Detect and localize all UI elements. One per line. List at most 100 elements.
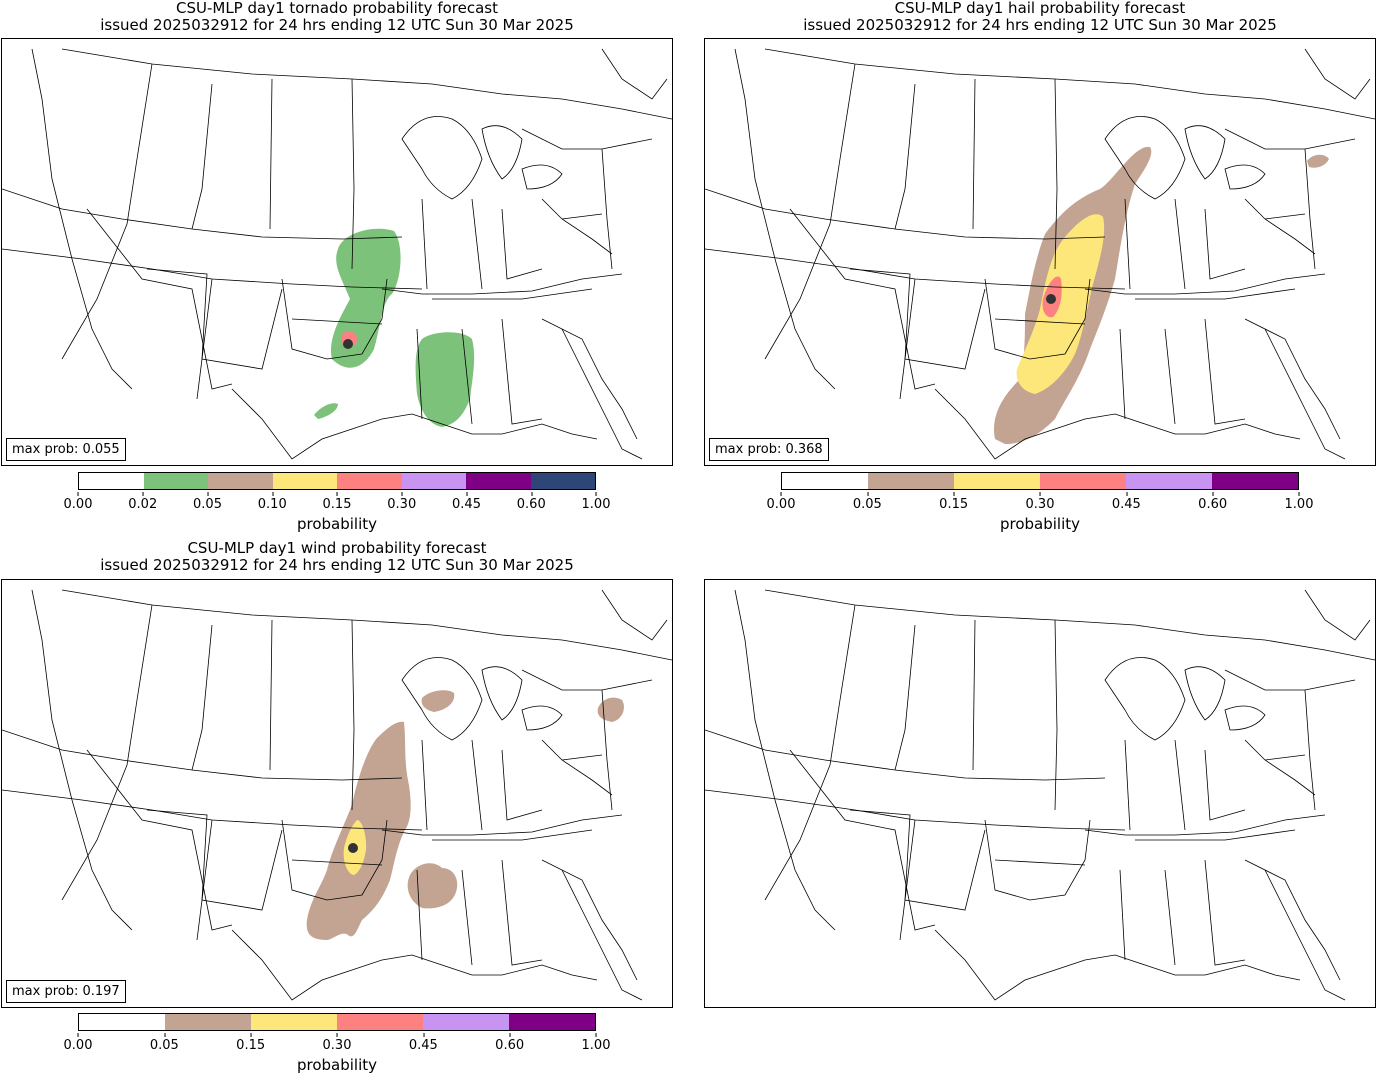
tornado-title: CSU-MLP day1 tornado probability forecas… xyxy=(1,0,673,34)
colorbar-segment xyxy=(1040,473,1126,489)
colorbar-tick-label: 0.02 xyxy=(128,492,158,512)
wind-colorbar-label: probability xyxy=(296,1056,378,1074)
boundary-line xyxy=(461,869,473,966)
boundary-line xyxy=(764,604,856,901)
boundary-line xyxy=(1084,814,1326,836)
boundary-line xyxy=(1224,669,1356,691)
boundary-line xyxy=(1054,78,1058,270)
colorbar-segment xyxy=(165,1014,251,1030)
hail-title-line1: CSU-MLP day1 hail probability forecast xyxy=(894,0,1186,17)
colorbar-segment xyxy=(401,473,466,489)
tornado-max-prob: max prob: 0.055 xyxy=(6,438,126,461)
boundary-line xyxy=(1264,869,1346,1001)
boundary-line xyxy=(1264,213,1306,220)
boundary-line xyxy=(561,869,643,1001)
boundary-line xyxy=(994,318,1086,325)
hail-title: CSU-MLP day1 hail probability forecast i… xyxy=(704,0,1376,34)
boundary-line xyxy=(471,739,483,831)
wind-basemap xyxy=(2,589,672,1001)
boundary-line xyxy=(441,423,598,440)
colorbar-segment xyxy=(79,473,144,489)
boundary-line xyxy=(521,669,653,691)
colorbar-segment xyxy=(509,1014,595,1030)
colorbar-segment xyxy=(1126,473,1212,489)
boundary-line xyxy=(2,188,403,240)
boundary-line xyxy=(1244,318,1341,440)
tornado-title-line1: CSU-MLP day1 tornado probability forecas… xyxy=(176,0,498,17)
boundary-line xyxy=(351,619,355,811)
boundary-line xyxy=(86,208,233,390)
boundary-line xyxy=(86,749,233,931)
tornado-basemap xyxy=(2,48,672,460)
boundary-line xyxy=(501,859,543,966)
hail-colorbar xyxy=(781,472,1299,490)
boundary-line xyxy=(1304,48,1371,100)
hail-max-marker xyxy=(1046,294,1056,304)
boundary-line xyxy=(1224,705,1266,731)
colorbar-segment xyxy=(954,473,1040,489)
boundary-line xyxy=(541,739,613,796)
wind-title-line1: CSU-MLP day1 wind probability forecast xyxy=(187,539,487,557)
wind-map-canvas xyxy=(2,589,672,1001)
boundary-line xyxy=(1304,148,1316,270)
hail-max-prob: max prob: 0.368 xyxy=(709,438,829,461)
boundary-line xyxy=(1084,273,1326,295)
boundary-line xyxy=(269,619,273,771)
boundary-line xyxy=(734,589,836,931)
boundary-line xyxy=(191,624,213,771)
boundary-line xyxy=(849,268,911,400)
boundary-line xyxy=(904,278,986,370)
colorbar-tick-label: 0.45 xyxy=(408,1033,438,1053)
boundary-line xyxy=(764,589,1375,661)
boundary-line xyxy=(291,859,383,866)
empty-map-canvas xyxy=(705,589,1375,1001)
boundary-line xyxy=(894,83,916,230)
wind-brown-area-southeast xyxy=(407,863,458,909)
boundary-line xyxy=(501,749,543,821)
boundary-line xyxy=(351,78,355,270)
colorbar-segment xyxy=(423,1014,509,1030)
boundary-line xyxy=(561,213,603,220)
colorbar-tick-label: 0.60 xyxy=(495,1033,525,1053)
tornado-map: max prob: 0.055 xyxy=(1,38,673,466)
boundary-line xyxy=(381,273,623,295)
boundary-line xyxy=(1244,859,1341,981)
boundary-line xyxy=(1135,288,1296,300)
boundary-line xyxy=(521,164,563,190)
colorbar-tick-label: 0.05 xyxy=(852,492,882,512)
boundary-line xyxy=(401,116,483,200)
boundary-line xyxy=(146,268,208,400)
boundary-line xyxy=(541,859,638,981)
wind-map: max prob: 0.197 xyxy=(1,579,673,1008)
boundary-line xyxy=(201,278,283,370)
wind-brown-area-northeast xyxy=(597,697,624,722)
colorbar-segment xyxy=(530,473,595,489)
colorbar-tick-label: 0.05 xyxy=(193,492,222,512)
boundary-line xyxy=(601,689,613,811)
colorbar-tick-label: 1.00 xyxy=(581,492,611,512)
colorbar-tick-label: 0.00 xyxy=(766,492,796,512)
tornado-map-canvas xyxy=(2,48,672,460)
colorbar-tick-label: 1.00 xyxy=(1284,492,1314,512)
colorbar-tick-label: 0.00 xyxy=(63,492,93,512)
colorbar-segment xyxy=(79,1014,165,1030)
boundary-line xyxy=(1184,125,1226,180)
colorbar-tick-label: 0.30 xyxy=(387,492,417,512)
boundary-line xyxy=(231,388,443,460)
boundary-line xyxy=(1174,198,1186,290)
colorbar-segment xyxy=(1212,473,1298,489)
tornado-colorbar xyxy=(78,472,596,490)
boundary-line xyxy=(1184,666,1226,721)
boundary-line xyxy=(381,814,623,836)
boundary-line xyxy=(281,278,388,360)
boundary-line xyxy=(2,729,403,781)
boundary-line xyxy=(31,589,133,931)
boundary-line xyxy=(1204,749,1246,821)
boundary-line xyxy=(1124,198,1131,290)
boundary-line xyxy=(705,789,1126,831)
boundary-line xyxy=(1054,619,1058,811)
colorbar-segment xyxy=(272,473,337,489)
boundary-line xyxy=(269,78,273,230)
colorbar-tick-label: 0.00 xyxy=(63,1033,93,1053)
boundary-line xyxy=(1204,318,1246,425)
